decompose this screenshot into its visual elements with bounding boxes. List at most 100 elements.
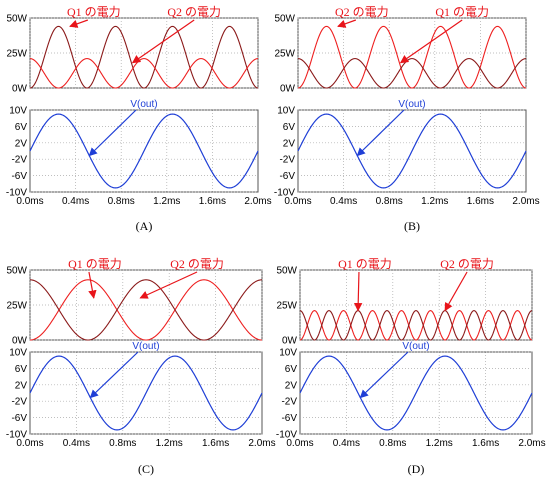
vout-y-tick-label: 2V	[15, 138, 28, 149]
x-tick-label: 1.2ms	[426, 438, 453, 449]
vout-y-tick-label: -6V	[281, 413, 297, 424]
power-annotation-label: Q2 の電力	[440, 257, 494, 271]
x-tick-label: 0.4ms	[62, 196, 89, 207]
panel-label: (B)	[404, 219, 420, 233]
power-annotation-arrow	[139, 271, 198, 299]
vout-arrow	[88, 109, 137, 157]
x-tick-label: 0.8ms	[376, 196, 403, 207]
vout-y-tick-label: 10V	[277, 106, 295, 117]
power-annotation-arrow	[88, 271, 97, 299]
power-plot-frame	[29, 269, 263, 341]
x-tick-label: 2.0ms	[244, 196, 271, 207]
vout-arrow	[359, 351, 409, 399]
x-tick-label: 2.0ms	[518, 438, 545, 449]
power-annotation-arrow	[399, 19, 463, 64]
vout-y-tick-label: -2V	[11, 397, 27, 408]
vout-y-tick-label: 10V	[9, 106, 27, 117]
power-annotation-arrow	[444, 271, 468, 312]
vout-y-tick-label: 6V	[15, 364, 28, 375]
vout-label: V(out)	[402, 341, 429, 352]
power-series-line-2	[299, 310, 533, 341]
power-series-line-2	[297, 58, 527, 89]
power-annotation-arrow	[131, 19, 195, 64]
vout-y-tick-label: 10V	[9, 348, 27, 359]
power-series-line-1	[299, 310, 533, 341]
power-series-line-1	[29, 279, 263, 341]
x-tick-label: 1.6ms	[199, 196, 226, 207]
power-annotation-label: Q1 の電力	[338, 257, 392, 271]
panel-label: (D)	[408, 462, 425, 476]
x-tick-label: 2.0ms	[512, 196, 539, 207]
power-annotation-label: Q1 の電力	[67, 5, 121, 19]
power-y-tick-label: 25W	[6, 301, 27, 312]
power-series-line-2	[29, 58, 259, 89]
x-tick-label: 0.4ms	[330, 196, 357, 207]
power-annotation-label: Q2 の電力	[335, 5, 389, 19]
vout-y-tick-label: 2V	[15, 380, 28, 391]
power-y-tick-label: 50W	[276, 266, 297, 277]
panel-label: (C)	[138, 462, 154, 476]
x-tick-label: 0.0ms	[16, 438, 43, 449]
vout-y-tick-label: -2V	[281, 397, 297, 408]
panel-label: (A)	[136, 219, 153, 233]
power-y-tick-label: 50W	[6, 266, 27, 277]
power-y-tick-label: 0W	[12, 84, 28, 95]
x-tick-label: 1.2ms	[153, 196, 180, 207]
x-tick-label: 1.6ms	[472, 438, 499, 449]
vout-series-line	[299, 355, 533, 431]
vout-y-tick-label: 10V	[279, 348, 297, 359]
vout-y-tick-label: 6V	[15, 122, 28, 133]
vout-arrow	[89, 351, 139, 399]
x-tick-label: 0.0ms	[284, 196, 311, 207]
power-series-line-2	[29, 279, 263, 341]
power-annotation-arrow	[353, 271, 363, 312]
chart-4: 50W 25W 0W Q1 の電力 Q2 の電力 10V 6V 2V -2V -6V -10V V(o…	[276, 257, 546, 476]
vout-y-tick-label: 6V	[283, 122, 296, 133]
vout-series-line	[29, 113, 259, 189]
vout-y-tick-label: -6V	[279, 171, 295, 182]
vout-y-tick-label: 2V	[285, 380, 298, 391]
x-tick-label: 0.0ms	[16, 196, 43, 207]
vout-y-tick-label: -10V	[6, 188, 27, 199]
x-tick-label: 0.8ms	[109, 438, 136, 449]
power-series-line-1	[297, 25, 527, 89]
x-tick-label: 0.8ms	[108, 196, 135, 207]
power-y-tick-label: 25W	[276, 301, 297, 312]
chart-3: 50W 25W 0W Q1 の電力 Q2 の電力 10V 6V 2V -2V -6V -10V V(o…	[6, 257, 276, 476]
x-tick-label: 1.2ms	[421, 196, 448, 207]
x-tick-label: 0.4ms	[63, 438, 90, 449]
vout-arrow	[356, 109, 405, 157]
power-annotation-arrow	[69, 19, 89, 28]
power-annotation-label: Q2 の電力	[167, 5, 221, 19]
vout-y-tick-label: -6V	[11, 413, 27, 424]
power-y-tick-label: 50W	[6, 14, 27, 25]
power-y-tick-label: 0W	[280, 84, 296, 95]
vout-y-tick-label: 2V	[283, 138, 296, 149]
vout-label: V(out)	[132, 341, 159, 352]
vout-y-tick-label: -10V	[276, 430, 297, 441]
vout-y-tick-label: -2V	[279, 155, 295, 166]
vout-y-tick-label: -2V	[11, 155, 27, 166]
x-tick-label: 0.8ms	[379, 438, 406, 449]
power-y-tick-label: 0W	[282, 336, 298, 347]
vout-label: V(out)	[398, 99, 425, 110]
power-annotation-label: Q2 の電力	[170, 257, 224, 271]
vout-label: V(out)	[130, 99, 157, 110]
x-tick-label: 0.0ms	[286, 438, 313, 449]
power-y-tick-label: 25W	[6, 49, 27, 60]
power-y-tick-label: 25W	[274, 49, 295, 60]
power-y-tick-label: 50W	[274, 14, 295, 25]
x-tick-label: 1.2ms	[156, 438, 183, 449]
vout-series-line	[297, 113, 527, 189]
power-annotation-label: Q1 の電力	[435, 5, 489, 19]
x-tick-label: 2.0ms	[248, 438, 275, 449]
vout-series-line	[29, 355, 263, 431]
power-series-line-1	[29, 25, 259, 89]
x-tick-label: 1.6ms	[467, 196, 494, 207]
vout-y-tick-label: 6V	[285, 364, 298, 375]
power-annotation-arrow	[337, 19, 357, 28]
x-tick-label: 0.4ms	[333, 438, 360, 449]
power-y-tick-label: 0W	[12, 336, 28, 347]
vout-y-tick-label: -6V	[11, 171, 27, 182]
x-tick-label: 1.6ms	[202, 438, 229, 449]
